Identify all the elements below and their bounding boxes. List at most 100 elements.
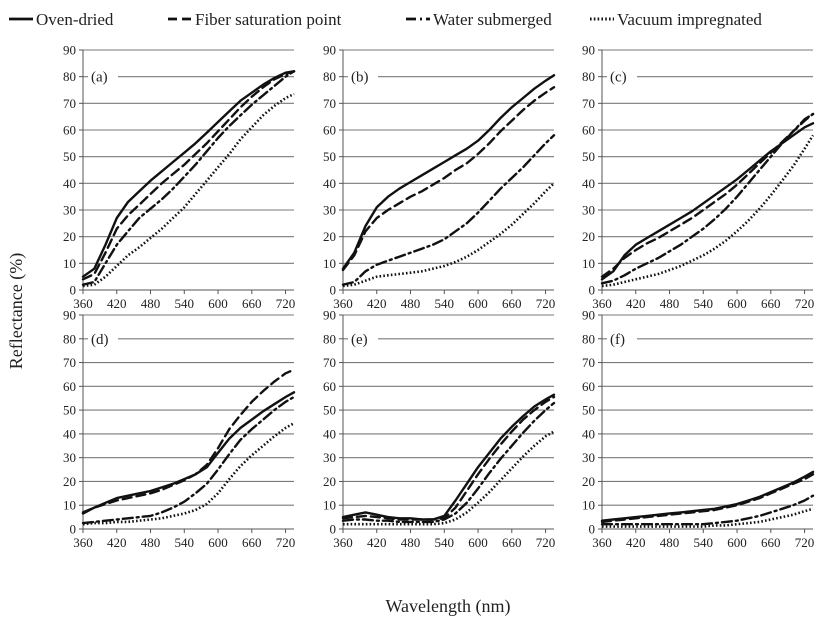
y-tick-label: 40 (323, 176, 336, 191)
series-line-vacuum-impregnated (342, 182, 555, 288)
y-tick-label: 0 (330, 522, 337, 537)
series-line-fiber-saturation-point (81, 70, 296, 281)
y-tick-label: 20 (323, 474, 336, 489)
y-tick-label: 10 (582, 498, 595, 513)
series-line-fiber-saturation-point (600, 112, 815, 278)
y-tick-label: 80 (63, 331, 76, 346)
y-tick-label: 0 (70, 522, 77, 537)
x-tick-label: 360 (73, 296, 93, 311)
y-tick-label: 30 (323, 450, 336, 465)
x-tick-label: 600 (727, 296, 747, 311)
series-line-fiber-saturation-point (341, 395, 556, 521)
x-tick-label: 660 (502, 296, 522, 311)
panel-d: 0 10 20 30 40 50 60 70 80 90 360 420 480 540 600 660 720… (63, 308, 295, 551)
x-tick-label: 720 (276, 296, 296, 311)
x-tick-label: 480 (401, 296, 421, 311)
y-tick-label: 20 (582, 229, 595, 244)
series-line-vacuum-impregnated (602, 507, 814, 528)
legend-item-vacuum-impregnated: Vacuum impregnated (590, 10, 762, 29)
x-axis-title: Wavelength (nm) (385, 596, 510, 617)
x-tick-label: 480 (660, 296, 680, 311)
y-tick-label: 90 (323, 43, 336, 58)
y-tick-label: 70 (582, 355, 595, 370)
y-tick-label: 70 (582, 96, 595, 111)
panel-label-background (88, 329, 118, 349)
legend-label-water-submerged: Water submerged (433, 10, 552, 29)
y-tick-label: 60 (582, 123, 595, 138)
x-tick-label: 540 (694, 296, 714, 311)
y-tick-label: 80 (63, 69, 76, 84)
y-tick-label: 50 (323, 403, 336, 418)
y-tick-label: 80 (323, 69, 336, 84)
y-tick-label: 10 (323, 498, 336, 513)
axis-titles: Reflectance (%) Wavelength (nm) (6, 253, 511, 617)
y-tick-label: 70 (63, 355, 76, 370)
panel-b: 0 10 20 30 40 50 60 70 80 90 360 420 480 540 600 660 720… (323, 43, 555, 312)
x-tick-label: 540 (435, 535, 455, 550)
y-tick-label: 0 (589, 522, 596, 537)
x-tick-label: 540 (435, 296, 455, 311)
panel-label: (a) (91, 70, 108, 86)
x-tick-label: 480 (141, 535, 161, 550)
legend-label-vacuum-impregnated: Vacuum impregnated (617, 10, 762, 29)
y-tick-label: 60 (323, 379, 336, 394)
x-tick-label: 660 (761, 296, 781, 311)
y-tick-label: 30 (582, 203, 595, 218)
panel-label-background (348, 67, 378, 87)
legend-item-oven-dried: Oven-dried (9, 10, 114, 29)
panel-label: (f) (610, 332, 625, 348)
y-tick-label: 10 (323, 256, 336, 271)
legend-label-oven-dried: Oven-dried (36, 10, 114, 29)
panel-label: (d) (91, 332, 109, 348)
y-tick-label: 0 (589, 283, 596, 298)
y-tick-label: 50 (582, 403, 595, 418)
y-tick-label: 90 (63, 43, 76, 58)
x-tick-label: 480 (141, 296, 161, 311)
y-tick-label: 10 (582, 256, 595, 271)
x-tick-label: 720 (536, 535, 556, 550)
x-tick-label: 540 (694, 535, 714, 550)
x-tick-label: 660 (242, 535, 262, 550)
series-line-fiber-saturation-point (341, 86, 556, 272)
x-tick-label: 420 (367, 535, 387, 550)
y-tick-label: 70 (323, 96, 336, 111)
y-tick-label: 30 (63, 450, 76, 465)
series-line-water-submerged (81, 70, 296, 286)
legend: Oven-dried Fiber saturation point Water su… (9, 10, 762, 29)
x-tick-label: 540 (175, 535, 195, 550)
y-tick-label: 90 (582, 43, 595, 58)
series-line-oven-dried (341, 74, 556, 270)
panel-a: 0 10 20 30 40 50 60 70 80 90 360 420 480 540 600 660 720… (63, 43, 295, 312)
y-tick-label: 50 (582, 149, 595, 164)
series-line-water-submerged (81, 395, 296, 525)
x-tick-label: 600 (208, 296, 228, 311)
x-tick-label: 660 (502, 535, 522, 550)
x-tick-label: 360 (592, 535, 612, 550)
y-tick-label: 20 (63, 474, 76, 489)
panel-label-background (348, 329, 378, 349)
x-tick-label: 360 (333, 296, 353, 311)
series-line-fiber-saturation-point (600, 473, 815, 524)
y-tick-label: 70 (63, 96, 76, 111)
x-tick-label: 480 (401, 535, 421, 550)
series-line-vacuum-impregnated (82, 422, 295, 526)
x-tick-label: 660 (242, 296, 262, 311)
series-line-oven-dried (600, 122, 815, 281)
x-tick-label: 420 (626, 535, 646, 550)
panel-label: (c) (610, 70, 627, 86)
x-tick-label: 600 (468, 535, 488, 550)
x-tick-label: 420 (107, 296, 127, 311)
y-tick-label: 50 (63, 149, 76, 164)
y-tick-label: 90 (582, 308, 595, 323)
y-tick-label: 40 (582, 426, 595, 441)
panel-f: 0 10 20 30 40 50 60 70 80 90 360 420 480 540 600 660 720… (582, 308, 814, 551)
x-tick-label: 420 (626, 296, 646, 311)
panel-label: (e) (351, 332, 368, 348)
x-tick-label: 720 (276, 535, 296, 550)
y-tick-label: 30 (323, 203, 336, 218)
y-tick-label: 90 (323, 308, 336, 323)
x-tick-label: 420 (367, 296, 387, 311)
panel-label-background (88, 67, 118, 87)
x-tick-label: 600 (208, 535, 228, 550)
